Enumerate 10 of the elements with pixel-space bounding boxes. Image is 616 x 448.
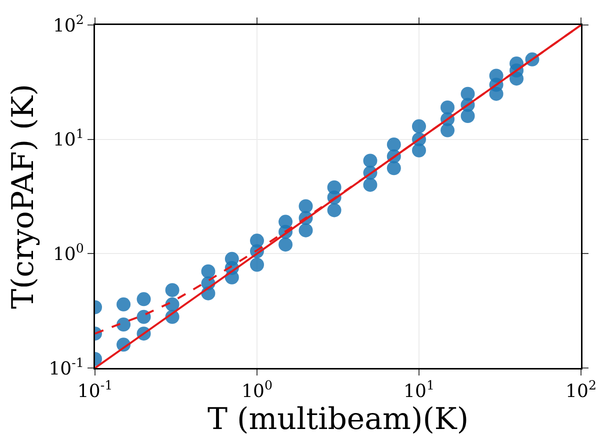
x-tick-label: 10$^{2}$ bbox=[566, 378, 596, 402]
x-axis-title: T (multibeam)(K) bbox=[207, 402, 469, 438]
x-tick-label: 10$^{0}$ bbox=[242, 378, 272, 402]
y-axis-title: T(cryoPAF) (K) bbox=[6, 84, 41, 309]
x-tick-label: 10$^{1}$ bbox=[404, 378, 434, 402]
y-tick-label: 10$^{1}$ bbox=[52, 126, 84, 151]
y-tick-label: 10$^{0}$ bbox=[52, 240, 84, 265]
y-tick-label: 10$^{-1}$ bbox=[48, 354, 84, 380]
x-tick-label: 10$^{-1}$ bbox=[77, 378, 113, 402]
y-tick-label: 10$^{2}$ bbox=[52, 12, 84, 36]
